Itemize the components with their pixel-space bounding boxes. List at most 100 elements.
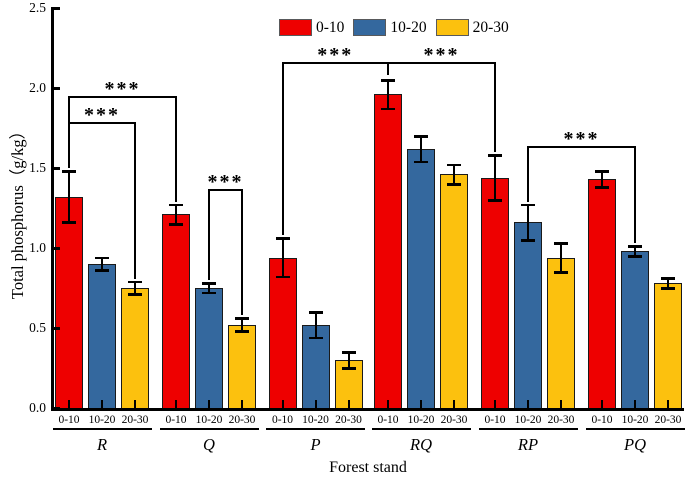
x-axis-line [51,408,684,411]
significance-stars: *** [563,127,600,150]
x-tick-label: 20-30 [121,414,149,426]
bar-base-tick [134,400,136,408]
error-bar-cap-bottom [128,293,142,296]
bar-base-tick [387,400,389,408]
group-underline [159,428,259,430]
error-bar-line [314,312,317,338]
error-bar-cap-bottom [554,271,568,274]
legend-label: 10-20 [390,19,427,36]
bar-base-tick [601,400,603,408]
sig-bracket-left-drop [527,145,529,202]
legend-label: 0-10 [316,19,345,36]
bar [55,196,83,409]
error-bar-cap-bottom [447,183,461,186]
x-tick-label: 10-20 [621,414,649,426]
group-underline [585,428,685,430]
group-label: RQ [410,435,432,454]
bar-base-tick [68,400,70,408]
x-tick-label: 0-10 [165,414,187,426]
error-bar-cap-top [341,351,356,354]
significance-stars: *** [207,170,244,193]
error-bar-cap-top [202,282,216,285]
error-bar-cap-bottom [661,287,675,290]
bar-base-tick [241,400,243,408]
y-tick-label: 0.0 [29,400,46,415]
group-underline [266,428,365,430]
error-bar-line [347,352,350,368]
sig-bracket-bar [68,96,177,98]
group-underline [478,428,578,430]
bar [621,251,649,409]
x-tick-label: 0-10 [58,414,80,426]
error-bar-cap-top [488,154,502,157]
bar-base-tick [453,400,455,408]
x-tick-label: 0-10 [271,414,294,426]
error-bar-line [560,243,562,272]
error-bar-cap-bottom [488,199,502,202]
bar-base-tick [494,400,496,408]
bar-base-tick [281,400,284,408]
sig-bracket-right-drop [134,121,136,279]
error-bar-line [634,246,636,256]
x-tick-label: 10-20 [88,414,116,426]
x-tick-label: 20-30 [228,414,256,426]
sig-bracket-right-drop [494,62,496,153]
error-bar-line [68,171,70,223]
bar [588,179,616,409]
bar [162,214,190,409]
sig-bracket-bar [387,62,496,65]
bar [481,177,509,409]
x-tick-label: 10-20 [195,414,223,426]
bar [228,324,256,409]
y-tick-label: 1.0 [29,240,46,255]
legend-entry: 0-10 [279,19,344,36]
error-bar-line [175,204,177,224]
bar [654,283,682,409]
bar-base-tick [347,400,350,408]
bar [374,94,402,409]
group-label: PQ [624,435,646,454]
error-bar-cap-bottom [381,107,395,111]
x-tick-label: 0-10 [484,414,506,426]
bar-base-tick [420,400,422,408]
x-tick-label: 10-20 [407,414,435,426]
bar-base-tick [527,400,529,408]
group-label: R [96,435,108,454]
legend-swatch-icon [353,19,387,36]
error-bar-cap-top [128,280,142,284]
group-label: RP [517,435,539,454]
error-bar-cap-bottom [202,291,216,295]
x-tick-label: 20-30 [335,414,362,426]
error-bar-cap-top [661,277,675,280]
significance-stars: *** [84,103,120,126]
error-bar-cap-top [447,163,461,167]
significance-stars: *** [423,44,460,67]
error-bar-line [241,318,243,332]
y-axis-tick [54,407,60,410]
error-bar-line [494,155,496,200]
bar [547,257,575,409]
error-bar-cap-top [95,256,109,260]
legend: 0-10 10-20 20-30 [279,19,509,36]
legend-swatch-icon [279,19,312,36]
error-bar-cap-top [554,242,568,245]
bar-base-tick [667,400,669,408]
bar [268,257,297,409]
x-tick-label: 20-30 [440,414,468,426]
group-underline [52,428,152,430]
sig-bracket-left-drop [281,62,284,236]
error-bar-cap-top [628,245,642,248]
error-bar-cap-bottom [169,223,183,226]
error-bar-line [208,283,210,293]
legend-entry: 10-20 [353,19,427,36]
error-bar-cap-top [275,237,290,240]
x-tick-label: 0-10 [591,414,613,426]
error-bar-cap-bottom [521,239,535,242]
y-tick-label: 0.5 [29,320,46,335]
legend-swatch-icon [435,19,469,36]
sig-bracket-right-drop [634,145,636,244]
x-tick-label: 0-10 [377,414,399,426]
x-axis-title: Forest stand [329,459,407,476]
error-bar-line [667,278,669,288]
